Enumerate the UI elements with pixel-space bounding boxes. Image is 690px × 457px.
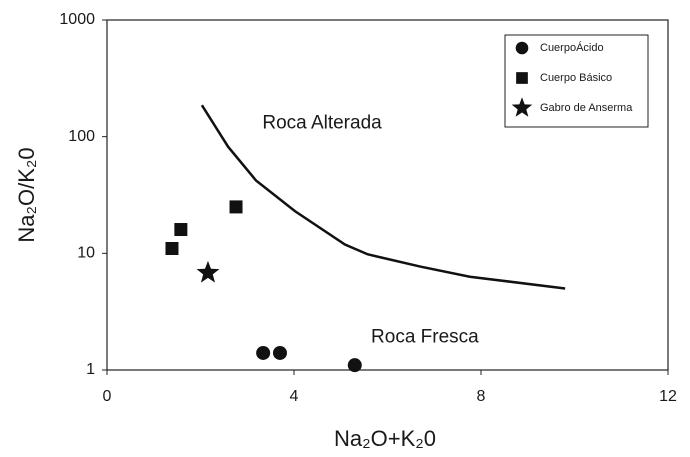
point <box>174 223 188 237</box>
plot-frame <box>106 19 669 371</box>
legend-box <box>504 34 649 128</box>
y-tick-label: 10 <box>77 245 95 262</box>
point <box>272 345 287 360</box>
boundary-line <box>200 104 566 290</box>
legend-label: CuerpoÁcido <box>540 41 604 54</box>
point <box>165 242 179 256</box>
x-tick-label: 4 <box>290 388 299 405</box>
legend-label: Gabro de Anserma <box>540 102 633 114</box>
x-tick-label: 12 <box>659 388 677 405</box>
point <box>196 260 220 283</box>
legend-marker <box>511 97 533 117</box>
legend-label: Cuerpo Básico <box>540 72 612 84</box>
annotation: Roca Fresca <box>371 326 479 347</box>
y-tick-label: 1 <box>86 361 95 378</box>
legend-marker <box>515 41 529 55</box>
x-tick-label: 0 <box>103 388 112 405</box>
annotation: Roca Alterada <box>262 112 382 133</box>
x-axis-label: Na₂O+K₂0 <box>334 426 436 451</box>
y-axis-label: Na₂O/K₂0 <box>14 147 39 242</box>
legend-marker <box>516 72 528 84</box>
point <box>347 358 362 373</box>
point <box>229 200 243 214</box>
y-tick-label: 100 <box>68 128 95 145</box>
y-tick-label: 1000 <box>59 11 95 28</box>
x-tick-label: 8 <box>477 388 486 405</box>
point <box>256 345 271 360</box>
